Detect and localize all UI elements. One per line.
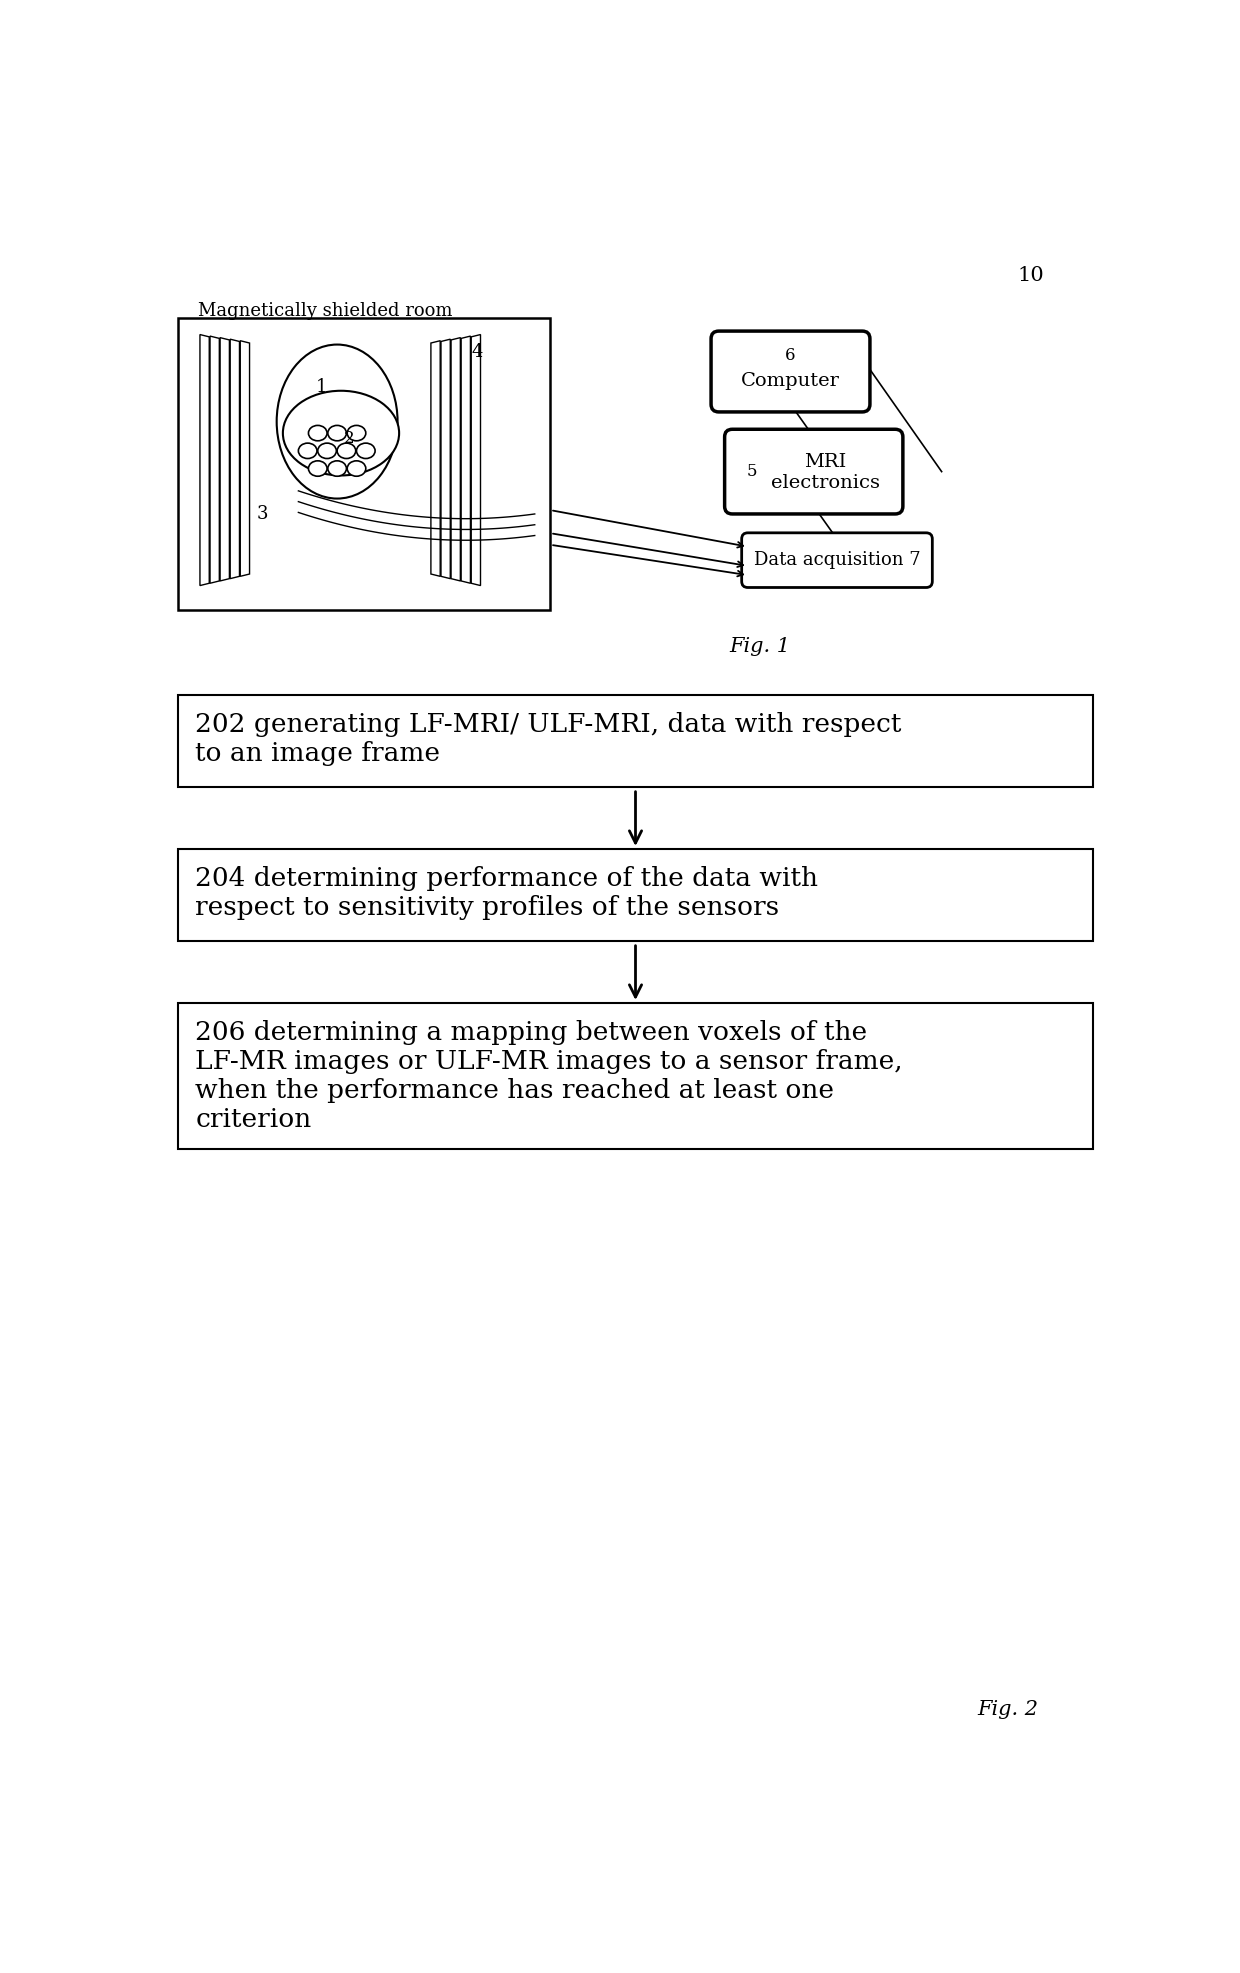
Text: 4: 4: [471, 343, 482, 361]
FancyBboxPatch shape: [742, 533, 932, 588]
Bar: [179, 848, 1092, 941]
Ellipse shape: [299, 444, 317, 458]
Ellipse shape: [357, 444, 374, 458]
Ellipse shape: [347, 462, 366, 475]
Text: Fig. 1: Fig. 1: [729, 637, 790, 657]
Text: 206 determining a mapping between voxels of the
LF-MR images or ULF-MR images to: 206 determining a mapping between voxels…: [196, 1020, 903, 1133]
Text: Data acquisition 7: Data acquisition 7: [754, 550, 920, 568]
Bar: [179, 694, 1092, 787]
Text: electronics: electronics: [771, 474, 880, 491]
Text: 10: 10: [1017, 266, 1044, 284]
Ellipse shape: [309, 426, 327, 440]
Ellipse shape: [283, 391, 399, 475]
FancyBboxPatch shape: [711, 331, 870, 412]
Ellipse shape: [337, 444, 356, 458]
Text: MRI: MRI: [805, 454, 847, 472]
Ellipse shape: [327, 462, 346, 475]
Text: 1: 1: [316, 379, 327, 397]
Text: 204 determining performance of the data with
respect to sensitivity profiles of : 204 determining performance of the data …: [196, 866, 818, 919]
Ellipse shape: [277, 345, 398, 499]
FancyBboxPatch shape: [724, 430, 903, 513]
Text: Magnetically shielded room: Magnetically shielded room: [197, 302, 453, 320]
Text: 5: 5: [746, 464, 756, 479]
Text: Computer: Computer: [742, 373, 839, 391]
Ellipse shape: [327, 426, 346, 440]
Ellipse shape: [309, 462, 327, 475]
Text: 3: 3: [257, 505, 268, 523]
Text: Fig. 2: Fig. 2: [977, 1701, 1038, 1718]
Bar: [179, 318, 551, 610]
Bar: [179, 1002, 1092, 1148]
Ellipse shape: [317, 444, 336, 458]
Ellipse shape: [347, 426, 366, 440]
Text: 2: 2: [343, 430, 355, 448]
Text: 202 generating LF-MRI/ ULF-MRI, data with respect
to an image frame: 202 generating LF-MRI/ ULF-MRI, data wit…: [196, 712, 901, 766]
Text: 6: 6: [785, 347, 796, 365]
